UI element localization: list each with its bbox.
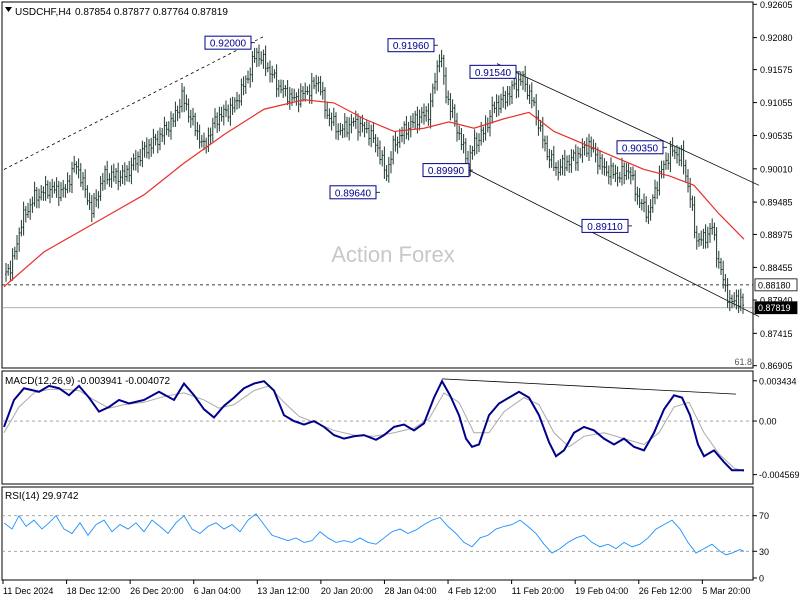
watermark: Action Forex: [331, 242, 455, 267]
price-trendline: [468, 169, 760, 317]
macd-axis: 0.003434 0.00 -0.004569: [752, 371, 800, 484]
annotation-label: 0.89640: [335, 188, 372, 199]
time-tick-label: 20 Jan 20:00: [321, 586, 373, 596]
chart-header: USDCHF,H4 0.87854 0.87877 0.87764 0.8781…: [5, 7, 228, 18]
time-tick-label: 6 Jan 04:00: [194, 586, 241, 596]
price-tick-label: 0.91055: [760, 98, 793, 108]
macd-line: [3, 379, 744, 472]
price-tick-label: 0.87940: [760, 296, 793, 306]
price-annotations: 0.92000 0.91960 0.91540 0.90350 0.89640 0.899…: [204, 35, 667, 233]
price-bars: [5, 44, 744, 314]
rsi-axis: 70 30 0: [752, 487, 769, 584]
macd-tick-label: 0.00: [759, 417, 777, 427]
macd-panel: MACD(12,26,9) -0.003941 -0.004072: [1, 370, 754, 485]
time-tick-label: 26 Feb 12:00: [639, 586, 692, 596]
price-panel: Action Forex 0.88180 0.87819 0.92000 0.919…: [1, 1, 798, 369]
annotation-label: 0.89110: [587, 222, 623, 233]
annotation-label: 0.90350: [622, 143, 659, 154]
price-tick-label: 0.88455: [760, 263, 793, 273]
annotation-box: [422, 163, 470, 178]
annotation-box: [469, 64, 517, 79]
price-tick-label: 0.89485: [760, 198, 793, 208]
rsi-line: [3, 513, 745, 556]
symbol-label: USDCHF,H4: [15, 7, 72, 18]
price-tick-label: 0.90535: [760, 131, 793, 141]
time-tick-label: 4 Feb 12:00: [448, 586, 496, 596]
price-tick-label: 0.91575: [760, 65, 793, 75]
price-tick-label: 0.87415: [760, 329, 793, 339]
macd-tick-label: 0.003434: [759, 376, 797, 386]
rsi-tick-label: 70: [759, 511, 769, 521]
time-tick-label: 26 Dec 20:00: [130, 586, 184, 596]
macd-title: MACD(12,26,9) -0.003941 -0.004072: [5, 376, 171, 387]
price-trendline: [496, 63, 760, 186]
price-tick-label: 0.90010: [760, 164, 793, 174]
annotation-box: [204, 35, 252, 50]
fib-level-label: 61.8: [734, 357, 752, 367]
time-tick-label: 19 Feb 04:00: [575, 586, 628, 596]
ohlc-label: 0.87854 0.87877 0.87764 0.87819: [75, 7, 228, 18]
rsi-title: RSI(14) 29.9742: [5, 491, 79, 502]
time-tick-label: 13 Jan 12:00: [257, 586, 309, 596]
macd-tick-label: -0.004569: [759, 470, 800, 480]
price-axis: 0.92605 0.92080 0.91575 0.91055 0.90535 0.900…: [752, 0, 793, 371]
macd-trendline: [441, 378, 737, 395]
collapse-arrow-icon[interactable]: [5, 7, 12, 12]
annotation-label: 0.92000: [210, 39, 247, 50]
annotation-box: [616, 140, 664, 155]
price-trendline: [3, 35, 265, 170]
annotation-box: [329, 185, 377, 200]
horizontal-lines: 0.88180 0.87819: [2, 278, 798, 315]
rsi-tick-label: 30: [759, 547, 769, 557]
time-tick-label: 5 Mar 20:00: [702, 586, 750, 596]
time-tick-label: 11 Dec 2024: [3, 586, 53, 596]
annotation-label: 0.91960: [393, 41, 430, 52]
annotation-box: [387, 38, 435, 53]
time-axis: 11 Dec 2024 18 Dec 12:00 26 Dec 20:00 6 Jan…: [2, 580, 750, 596]
level-price-box: [754, 301, 798, 315]
time-tick-label: 28 Jan 04:00: [384, 586, 436, 596]
annotation-box: [581, 218, 629, 233]
rsi-tick-label: 0: [759, 574, 764, 584]
level-price-label: 0.88180: [758, 280, 791, 290]
level-price-label: 0.87819: [758, 303, 791, 313]
moving-average-line: [3, 99, 745, 288]
trendlines: [3, 35, 760, 317]
level-price-box: [754, 278, 798, 292]
price-tick-label: 0.92605: [760, 0, 793, 10]
price-tick-label: 0.86905: [760, 361, 793, 371]
annotation-label: 0.89990: [428, 166, 465, 177]
time-tick-label: 18 Dec 12:00: [67, 586, 121, 596]
time-tick-label: 11 Feb 20:00: [512, 586, 564, 596]
annotation-label: 0.91540: [475, 68, 512, 79]
price-tick-label: 0.92080: [760, 33, 793, 43]
price-tick-label: 0.88975: [760, 230, 793, 240]
